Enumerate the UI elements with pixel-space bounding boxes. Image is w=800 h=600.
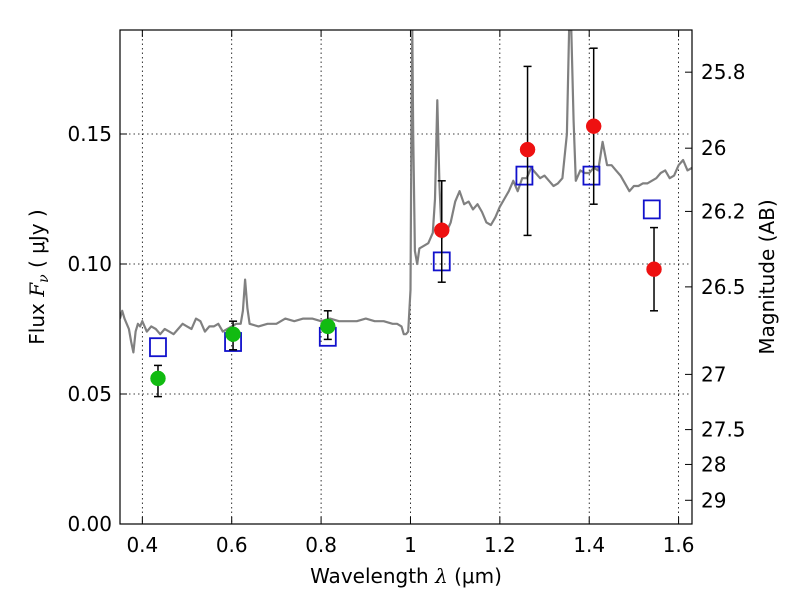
right-tick-label: 27 — [701, 362, 726, 386]
right-tick-label: 28 — [701, 452, 726, 476]
ticks — [120, 30, 692, 525]
y-axis-label: Flux Fν ( μJy ) — [25, 209, 52, 344]
x-axis-label: Wavelength λ (μm) — [310, 564, 502, 588]
x-tick-label: 0.8 — [305, 533, 337, 557]
right-tick-label: 29 — [701, 488, 726, 512]
right-tick-label: 27.5 — [701, 418, 746, 442]
green-data-point — [320, 318, 336, 335]
red-data-point — [585, 118, 602, 134]
x-tick-label: 1.2 — [484, 533, 516, 557]
right-tick-label: 26.2 — [701, 199, 746, 223]
model-flux-square — [642, 199, 661, 220]
x-tick-label: 1.6 — [663, 533, 695, 557]
red-data-point — [519, 141, 536, 158]
model-flux-square — [515, 165, 534, 186]
model-flux-square — [582, 165, 601, 186]
y-tick-label: 0.00 — [67, 512, 112, 536]
y-tick-label: 0.15 — [67, 122, 112, 146]
tick-labels: 0.4 0.6 0.8 1 1.2 1.4 1.6 0.00 0.05 0.10 0.15 25.8 2… — [67, 60, 745, 557]
model-spectrum-line — [120, 30, 692, 354]
y-tick-label: 0.10 — [67, 252, 112, 276]
right-tick-label: 26 — [701, 136, 726, 160]
x-tick-label: 1 — [404, 533, 417, 557]
x-tick-label: 0.6 — [216, 533, 248, 557]
green-data-point — [225, 326, 241, 342]
plot-frame — [119, 29, 693, 525]
green-data-point — [150, 370, 166, 387]
plot-area — [120, 30, 692, 398]
red-data-point — [434, 222, 450, 238]
x-tick-label: 1.4 — [573, 533, 605, 557]
right-tick-label: 25.8 — [701, 60, 746, 84]
y-tick-label: 0.05 — [67, 382, 112, 406]
right-axis-label: Magnitude (AB) — [755, 199, 779, 354]
grid — [120, 30, 692, 524]
x-tick-label: 0.4 — [126, 533, 158, 557]
right-tick-label: 26.5 — [701, 275, 746, 299]
model-flux-square — [149, 337, 167, 358]
red-data-point — [646, 261, 662, 277]
